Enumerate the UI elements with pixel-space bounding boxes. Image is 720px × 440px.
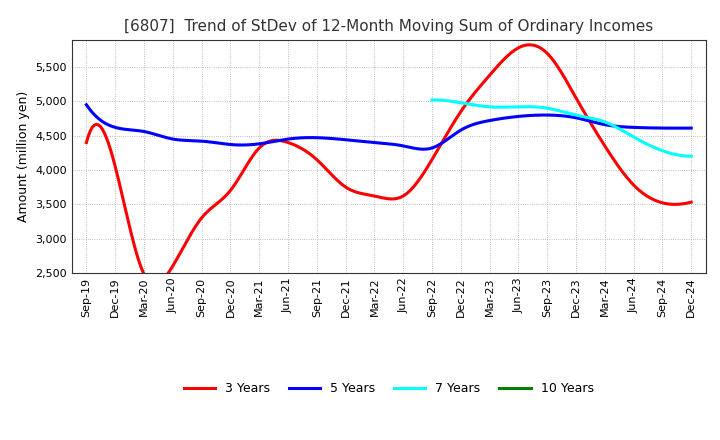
Y-axis label: Amount (million yen): Amount (million yen): [17, 91, 30, 222]
5 Years: [84, 105, 93, 110]
3 Years: [82, 140, 91, 145]
3 Years: [596, 136, 605, 141]
3 Years: [687, 199, 696, 205]
5 Years: [594, 121, 603, 126]
5 Years: [687, 125, 696, 131]
Line: 3 Years: 3 Years: [86, 45, 691, 284]
7 Years: [647, 143, 656, 149]
5 Years: [632, 125, 641, 130]
3 Years: [84, 133, 93, 138]
7 Years: [588, 116, 596, 121]
3 Years: [442, 132, 451, 137]
5 Years: [82, 102, 91, 107]
Line: 5 Years: 5 Years: [86, 105, 691, 149]
7 Years: [429, 97, 438, 103]
3 Years: [525, 42, 534, 48]
3 Years: [444, 129, 453, 134]
7 Years: [663, 150, 672, 155]
Line: 7 Years: 7 Years: [432, 100, 691, 156]
5 Years: [442, 137, 451, 143]
3 Years: [634, 187, 643, 192]
3 Years: [151, 282, 160, 287]
5 Years: [444, 136, 453, 141]
3 Years: [454, 112, 463, 117]
7 Years: [582, 114, 590, 120]
Legend: 3 Years, 5 Years, 7 Years, 10 Years: 3 Years, 5 Years, 7 Years, 10 Years: [179, 377, 598, 400]
7 Years: [428, 97, 436, 103]
5 Years: [420, 147, 428, 152]
5 Years: [454, 129, 463, 134]
7 Years: [583, 115, 592, 120]
7 Years: [687, 154, 696, 159]
7 Years: [428, 97, 437, 103]
Title: [6807]  Trend of StDev of 12-Month Moving Sum of Ordinary Incomes: [6807] Trend of StDev of 12-Month Moving…: [124, 19, 654, 34]
